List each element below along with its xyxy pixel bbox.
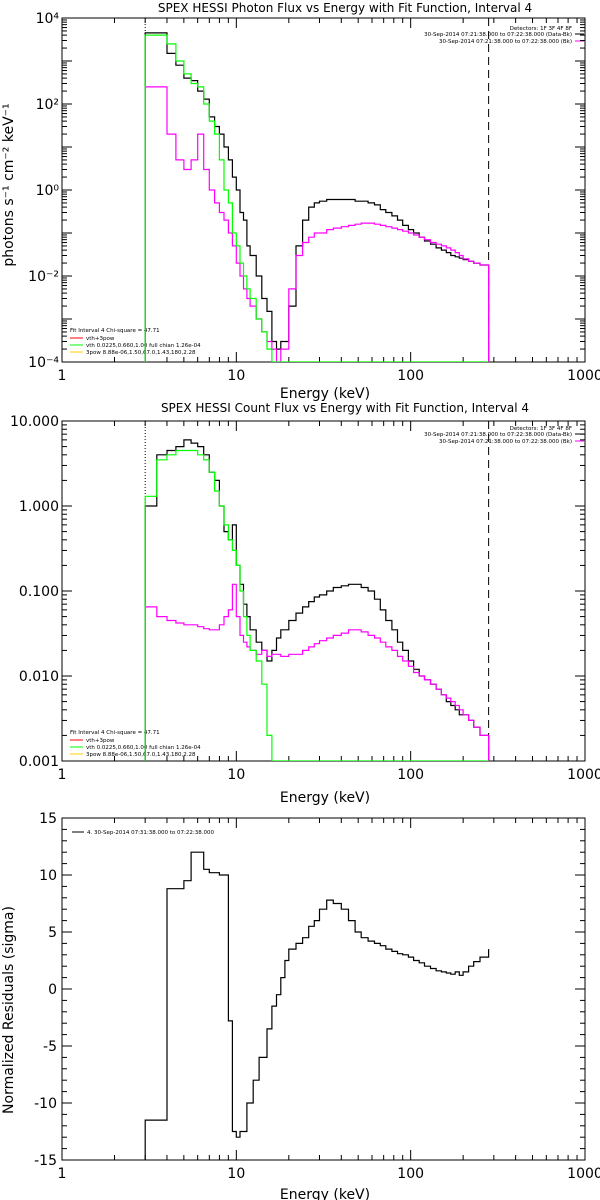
- y-tick-label: 10: [39, 868, 57, 884]
- legend-fit-interval: Fit Interval 4 Chi-square = 47.71: [70, 328, 160, 334]
- series-data-bk: [144, 439, 490, 761]
- legend-detectors: Detectors: 1F 3F 4F 8F: [510, 26, 572, 32]
- legend-left: 4. 30-Sep-2014 07:31:38.000 to 07:22:38.…: [72, 830, 214, 836]
- count-flux-panel: SPEX HESSI Count Flux vs Energy with Fit…: [10, 401, 600, 806]
- legend-3pow: 3pow 8.88e-06,1.50,67.0,1.43,180,2.28: [86, 752, 196, 758]
- y-tick-label: 10⁻⁴: [28, 355, 59, 371]
- photon-flux-panel: SPEX HESSI Photon Flux vs Energy with Fi…: [1, 1, 600, 402]
- x-tick-label: 100: [397, 1166, 424, 1182]
- x-tick-label: 10: [227, 368, 245, 384]
- legend-detectors: Detectors: 1F 3F 4F 8F: [510, 426, 572, 432]
- series-bk: [144, 86, 490, 362]
- legend-left: Fit Interval 4 Chi-square = 47.71 vth+3p…: [70, 730, 201, 758]
- y-tick-label: 0.010: [19, 669, 59, 685]
- y-tick-label: 10²: [36, 97, 59, 113]
- y-tick-label: -5: [43, 1039, 57, 1055]
- x-axis-label: Energy (keV): [280, 790, 370, 806]
- panel-title: SPEX HESSI Photon Flux vs Energy with Fi…: [158, 1, 532, 15]
- legend-left: Fit Interval 4 Chi-square = 47.71 vth+3p…: [70, 328, 201, 356]
- legend-vth3pow: vth+3pow: [86, 336, 115, 342]
- y-tick-label: 1.000: [19, 499, 59, 515]
- plot-frame: [61, 817, 586, 1161]
- x-axis-label: Energy (keV): [280, 386, 370, 402]
- y-tick-label: 10⁻²: [28, 269, 59, 285]
- x-tick-label: 100: [397, 368, 424, 384]
- x-tick-label: 10: [227, 767, 245, 783]
- x-tick-label: 1: [58, 368, 67, 384]
- x-tick-label: 1000: [567, 767, 600, 783]
- legend-vth: vth 0.0225,0.660,1.00 full chian 1.26e-0…: [86, 343, 201, 349]
- legend-bk: 30-Sep-2014 07:21:38.000 to 07:22:38.000…: [439, 439, 572, 445]
- x-tick-label: 100: [397, 767, 424, 783]
- x-tick-label: 1: [58, 767, 67, 783]
- legend-data-bk: 30-Sep-2014 07:21:38.000 to 07:22:38.000…: [424, 32, 572, 38]
- x-axis-label: Energy (keV): [280, 1187, 370, 1200]
- y-tick-label: 5: [48, 925, 57, 941]
- plot-frame: [61, 420, 586, 762]
- y-tick-label: 0: [48, 982, 57, 998]
- series-residuals: [144, 851, 490, 1160]
- y-tick-label: 0.001: [19, 754, 59, 770]
- series-bk: [144, 583, 490, 761]
- y-axis-label: Normalized Residuals (sigma): [1, 906, 17, 1114]
- x-tick-label: 10: [227, 1166, 245, 1182]
- residuals-panel: Energy (keV) Normalized Residuals (sigma…: [1, 811, 600, 1200]
- x-tick-label: 1: [58, 1166, 67, 1182]
- panel-title: SPEX HESSI Count Flux vs Energy with Fit…: [161, 401, 529, 415]
- legend-fit-interval: Fit Interval 4 Chi-square = 47.71: [70, 730, 160, 736]
- y-tick-label: 15: [39, 811, 57, 827]
- y-tick-label: -15: [34, 1153, 57, 1169]
- series-data-bk: [144, 32, 490, 362]
- legend-vth: vth 0.0225,0.660,1.00 full chian 1.26e-0…: [86, 745, 201, 751]
- x-tick-label: 1000: [567, 1166, 600, 1182]
- series-vth: [144, 34, 489, 362]
- legend-right: Detectors: 1F 3F 4F 8F 30-Sep-2014 07:21…: [424, 426, 584, 445]
- series-vth: [144, 449, 489, 761]
- plot-frame: [61, 17, 586, 363]
- y-tick-label: 0.100: [19, 584, 59, 600]
- y-tick-label: 10⁰: [36, 183, 60, 199]
- legend-bk: 30-Sep-2014 07:21:38.000 to 07:22:38.000…: [439, 39, 572, 45]
- legend-residual: 4. 30-Sep-2014 07:31:38.000 to 07:22:38.…: [87, 830, 214, 836]
- y-axis-label: photons s⁻¹ cm⁻² keV⁻¹: [1, 103, 17, 266]
- legend-vth3pow: vth+3pow: [86, 738, 115, 744]
- y-tick-label: 10⁴: [36, 11, 60, 27]
- y-tick-label: -10: [34, 1096, 57, 1112]
- x-tick-label: 1000: [567, 368, 600, 384]
- legend-right: Detectors: 1F 3F 4F 8F 30-Sep-2014 07:21…: [424, 26, 584, 45]
- y-tick-label: 10.000: [10, 414, 59, 430]
- legend-data-bk: 30-Sep-2014 07:21:38.000 to 07:22:38.000…: [424, 432, 572, 438]
- legend-3pow: 3pow 8.88e-06,1.50,67.0,1.43,180,2.28: [86, 350, 196, 356]
